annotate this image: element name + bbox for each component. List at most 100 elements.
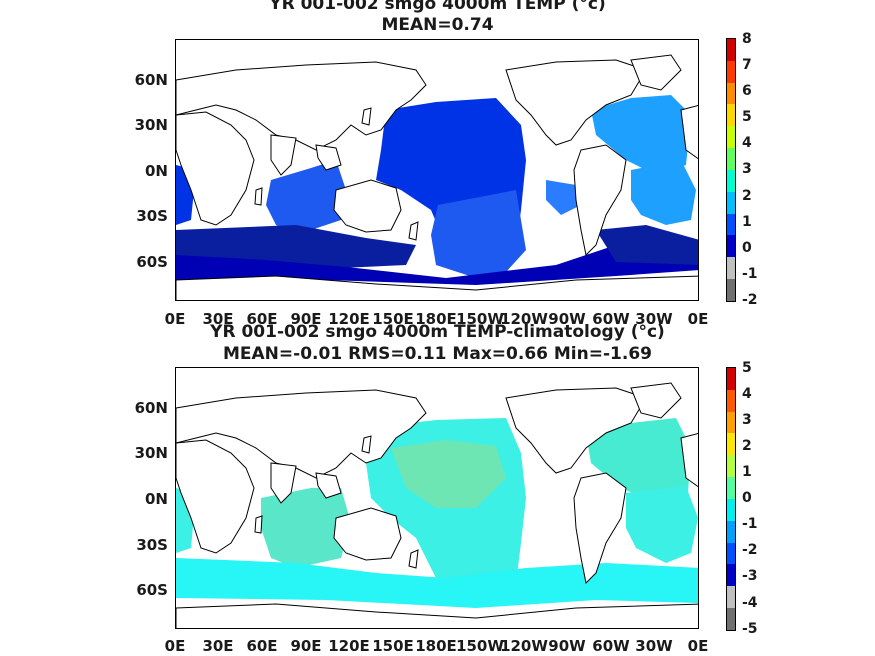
lon-label: 150E	[372, 637, 414, 655]
lon-label: 90W	[548, 637, 586, 655]
land-africa	[176, 111, 255, 226]
colorbar-label: 0	[742, 490, 752, 506]
lat-label: 30S	[136, 207, 168, 225]
colorbar-swatch	[727, 257, 735, 280]
lon-label: 90E	[290, 310, 322, 328]
lon-label: 60W	[592, 637, 630, 655]
colorbar-swatch	[727, 368, 735, 390]
colorbar-swatch	[727, 520, 735, 543]
land-antarctica	[176, 275, 698, 300]
lon-label: 90W	[548, 310, 586, 328]
map-panel-2	[175, 367, 699, 629]
colorbar-swatch	[727, 39, 735, 61]
land-africa	[176, 439, 255, 554]
colorbar-label: -5	[742, 621, 758, 637]
colorbar-label: -4	[742, 595, 758, 611]
ocean-region-southern-2	[176, 240, 698, 285]
colorbar-label: 3	[742, 412, 752, 428]
ocean-region-north-atlantic	[586, 418, 691, 503]
lon-label: 0E	[164, 310, 186, 328]
ocean-region-north-atlantic	[591, 95, 691, 175]
colorbar-swatch	[727, 213, 735, 236]
ocean-region-south-atlantic	[626, 486, 698, 563]
colorbar-label: 1	[742, 214, 752, 230]
lon-label: 30W	[635, 310, 673, 328]
lon-label: 0E	[687, 310, 709, 328]
lon-label: 30W	[635, 637, 673, 655]
map-title-2: YR 001-002 smgo 4000m TEMP-climatology (…	[210, 322, 665, 342]
land-new-zealand	[408, 221, 419, 241]
colorbar-label: 8	[742, 31, 752, 47]
lon-label: 60E	[246, 310, 278, 328]
colorbar-label: 5	[742, 109, 752, 125]
lat-label: 30N	[134, 116, 168, 134]
colorbar-label: 3	[742, 161, 752, 177]
land-north-america	[505, 387, 647, 474]
colorbar-swatch	[727, 542, 735, 565]
lon-label: 60W	[592, 310, 630, 328]
colorbar-label: 5	[742, 360, 752, 376]
land-eurasia	[176, 389, 427, 479]
map-panel-1	[175, 39, 699, 301]
map-plot-1	[176, 54, 698, 300]
colorbar-2	[726, 367, 736, 631]
ocean-region-south-atlantic	[631, 160, 696, 225]
ocean-region-indian	[261, 488, 351, 568]
lon-label: 60E	[246, 637, 278, 655]
colorbar-label: -1	[742, 516, 758, 532]
lon-label: 0E	[164, 637, 186, 655]
land-india	[270, 462, 297, 504]
land-australia	[333, 507, 402, 561]
colorbar-swatch	[727, 586, 735, 609]
coastlines-1	[176, 54, 698, 300]
colorbar-swatch	[727, 169, 735, 192]
colorbar-1-fill	[727, 39, 735, 301]
land-south-america	[573, 144, 627, 257]
lon-label: 0E	[687, 637, 709, 655]
colorbar-swatch	[727, 104, 735, 127]
lon-label: 30E	[202, 310, 234, 328]
colorbar-label: 2	[742, 438, 752, 454]
lat-label: 0N	[145, 162, 168, 180]
map-plot-2	[176, 382, 698, 628]
colorbar-label: 4	[742, 386, 752, 402]
lon-label: 150E	[372, 310, 414, 328]
colorbar-label: 4	[742, 135, 752, 151]
ocean-field-1	[176, 95, 698, 285]
land-greenland	[630, 54, 682, 91]
land-new-zealand	[408, 549, 419, 569]
map-subtitle-2: MEAN=-0.01 RMS=0.11 Max=0.66 Min=-1.69	[223, 344, 652, 364]
colorbar-swatch	[727, 477, 735, 499]
ocean-region-pacific-inner	[391, 440, 506, 508]
land-south-america	[573, 472, 627, 585]
ocean-field-2	[176, 418, 698, 608]
colorbar-swatch	[727, 191, 735, 214]
lat-label: 60N	[134, 71, 168, 89]
colorbar-label: 1	[742, 464, 752, 480]
lat-label: 60S	[136, 253, 168, 271]
land-japan	[361, 107, 372, 126]
lat-label: 30S	[136, 536, 168, 554]
land-africa-east	[680, 433, 698, 488]
colorbar-label: -2	[742, 292, 758, 308]
land-australia	[333, 179, 402, 233]
colorbar-swatch	[727, 608, 735, 630]
map-subtitle-1: MEAN=0.74	[381, 15, 494, 35]
colorbar-swatch	[727, 455, 735, 478]
land-madagascar	[254, 515, 263, 534]
lon-label: 30E	[202, 637, 234, 655]
lat-label: 60S	[136, 581, 168, 599]
lat-label: 0N	[145, 490, 168, 508]
land-antarctica	[176, 603, 698, 628]
ocean-region-east-pacific	[546, 180, 581, 215]
colorbar-swatch	[727, 126, 735, 149]
colorbar-swatch	[727, 82, 735, 105]
lon-label: 180E	[415, 637, 457, 655]
colorbar-swatch	[727, 235, 735, 258]
land-africa-east	[680, 105, 698, 160]
lon-label: 120E	[328, 310, 370, 328]
land-se-asia	[315, 144, 342, 171]
colorbar-swatch	[727, 498, 735, 521]
colorbar-label: 6	[742, 83, 752, 99]
colorbar-label: 0	[742, 240, 752, 256]
